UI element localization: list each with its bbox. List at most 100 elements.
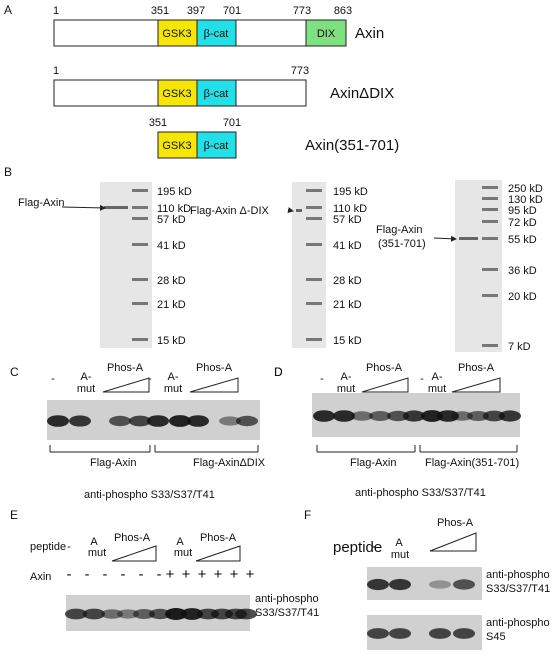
protein-band xyxy=(459,237,478,240)
blot-band xyxy=(403,410,425,422)
domain-label: GSK3 xyxy=(162,140,191,152)
panel-label: B xyxy=(4,165,12,179)
lane-label: Phos-A xyxy=(196,362,233,374)
ladder-band xyxy=(132,217,148,220)
sign: - xyxy=(157,566,162,583)
lane-label: mut xyxy=(77,383,95,395)
wedge xyxy=(195,545,241,562)
marker: 21 kD xyxy=(333,299,362,311)
blot-band xyxy=(219,416,241,426)
marker: 7 kD xyxy=(508,341,531,353)
layout xyxy=(47,19,521,650)
marker: 28 kD xyxy=(333,275,362,287)
blot-band xyxy=(236,415,258,427)
blot-band xyxy=(187,415,209,427)
position: 351 xyxy=(149,117,167,129)
lane-label: - xyxy=(320,373,324,385)
row-label: peptide xyxy=(30,541,66,553)
domain xyxy=(196,19,237,47)
ladder-band xyxy=(482,220,498,223)
panel-label: A xyxy=(4,3,12,17)
ladder-band xyxy=(482,208,498,211)
ladder-band xyxy=(482,344,498,347)
panel-label: C xyxy=(10,365,19,379)
protein-label: Flag-Axin Δ-DIX xyxy=(190,205,270,217)
blot-band xyxy=(149,608,171,620)
domain xyxy=(157,79,198,107)
blot-band xyxy=(133,609,155,619)
gel xyxy=(100,182,152,348)
position: 701 xyxy=(223,5,241,17)
blot-band xyxy=(499,410,521,422)
ladder-band xyxy=(482,294,498,297)
lane-label: - xyxy=(420,373,424,385)
ladder-band xyxy=(132,189,148,192)
panel-label: D xyxy=(274,365,283,379)
lane-label: Phos-A xyxy=(366,362,403,374)
wedge xyxy=(189,377,239,393)
blot-band xyxy=(367,578,389,591)
lane-label: mut xyxy=(391,549,409,561)
blot-band xyxy=(451,411,473,421)
ladder-band xyxy=(132,302,148,305)
blot-band xyxy=(129,415,151,427)
sign: - xyxy=(103,566,108,583)
group-label: Flag-Axin xyxy=(350,457,396,469)
marker: 55 kD xyxy=(508,234,537,246)
ladder-band xyxy=(482,237,498,240)
ladder-band xyxy=(306,302,322,305)
blot-band xyxy=(313,410,335,422)
blot-label: S33/S37/T41 xyxy=(486,583,550,595)
domain-label: GSK3 xyxy=(162,28,191,40)
blot-band xyxy=(117,609,139,619)
blot-band xyxy=(389,578,411,591)
position: 397 xyxy=(187,5,205,17)
lane-label: A- xyxy=(341,371,352,383)
marker: 57 kD xyxy=(157,214,186,226)
ladder-band xyxy=(306,217,322,220)
domain xyxy=(157,19,198,47)
wedge xyxy=(111,545,157,562)
marker: 195 kD xyxy=(333,186,368,198)
blot-label: S45 xyxy=(486,631,506,643)
group-label: Flag-Axin xyxy=(90,457,136,469)
line xyxy=(61,204,106,211)
blot-band xyxy=(421,410,443,422)
construct-name: AxinΔDIX xyxy=(330,85,394,102)
position: 773 xyxy=(293,5,311,17)
sign: + xyxy=(166,566,175,583)
sign: - xyxy=(67,566,72,583)
blot-band xyxy=(367,628,389,639)
protein-band xyxy=(296,209,302,212)
marker: 20 kD xyxy=(508,291,537,303)
blot-band xyxy=(69,415,91,427)
position: 863 xyxy=(334,5,352,17)
lane-label: - xyxy=(372,538,377,555)
blot-band xyxy=(147,415,169,427)
lane-label: - xyxy=(51,373,55,385)
protein-label: (351-701) xyxy=(378,238,426,250)
blot-label: anti-phospho xyxy=(486,569,550,581)
ladder-band xyxy=(482,197,498,200)
sign: + xyxy=(246,566,255,583)
marker: 95 kD xyxy=(508,205,537,217)
blot-band xyxy=(429,580,451,589)
blot-label: anti-phospho xyxy=(255,593,319,605)
blot-band xyxy=(165,608,187,620)
blot-band xyxy=(453,628,475,639)
blot-band xyxy=(351,411,373,421)
ladder-band xyxy=(132,243,148,246)
lane-label: mut xyxy=(337,383,355,395)
ladder-band xyxy=(482,186,498,189)
lane-label: A- xyxy=(432,371,443,383)
panel-label: F xyxy=(304,508,311,522)
blot-band xyxy=(429,628,451,639)
lane-label: Phos-A xyxy=(107,362,144,374)
protein-band xyxy=(104,206,128,209)
panel-label: E xyxy=(10,508,18,522)
marker: 21 kD xyxy=(157,299,186,311)
domain xyxy=(305,19,347,47)
blot-band xyxy=(181,608,203,620)
